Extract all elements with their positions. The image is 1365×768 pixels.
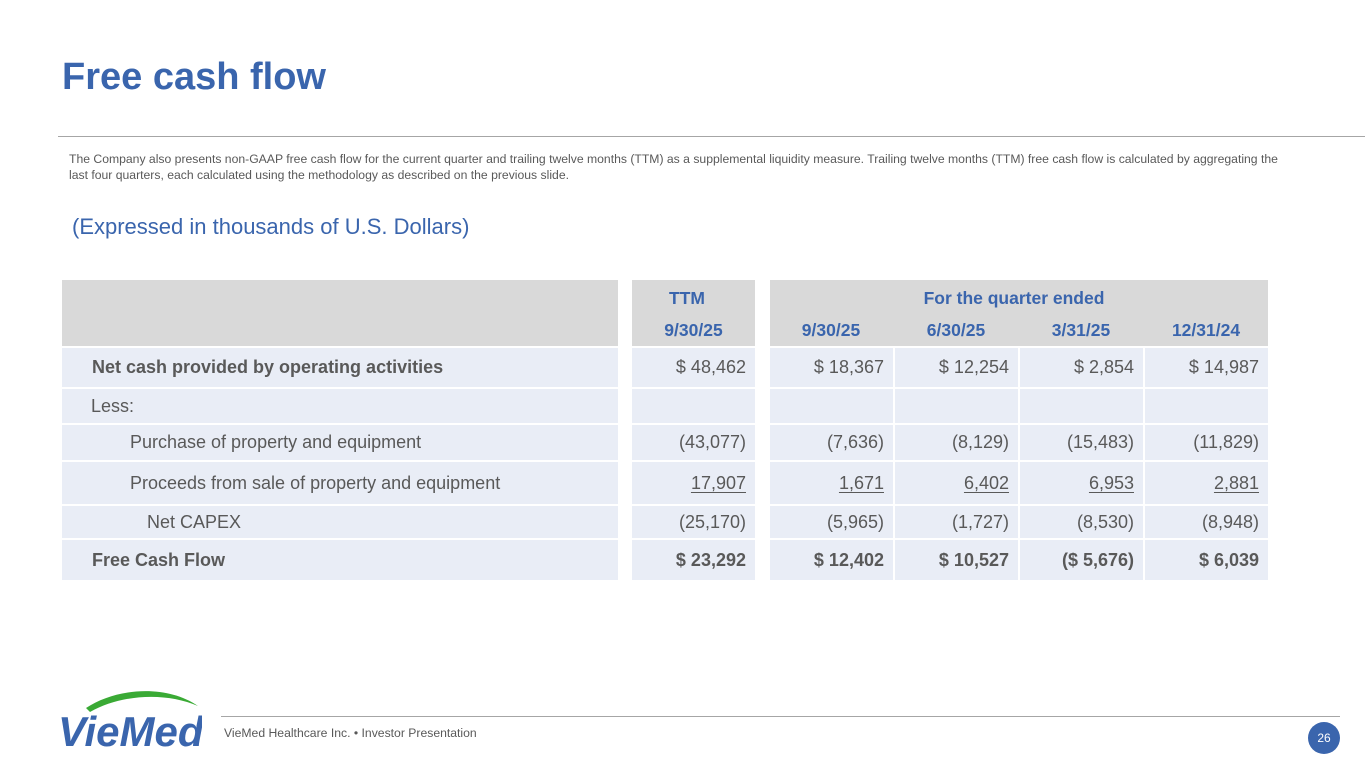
table-cell: $ 6,039 — [1145, 540, 1268, 580]
table-header-label-cell — [62, 280, 618, 346]
table-cell: 6,402 — [963, 473, 1009, 493]
row-label: Purchase of property and equipment — [62, 425, 618, 460]
table-cell: $ 2,854 — [1020, 348, 1143, 387]
table-cell: (7,636) — [770, 425, 893, 460]
table-cell: $ 14,987 — [1145, 348, 1268, 387]
row-label: Less: — [62, 389, 618, 423]
row-label: Net CAPEX — [62, 506, 618, 538]
logo-wordmark: VieMed — [58, 708, 202, 750]
column-header: 12/31/24 — [1171, 320, 1241, 340]
table-cell: $ 23,292 — [632, 540, 755, 580]
intro-paragraph: The Company also presents non-GAAP free … — [69, 152, 1278, 182]
table-cell: 1,671 — [838, 473, 884, 493]
table-cell: (1,727) — [895, 506, 1018, 538]
footer-company: VieMed Healthcare Inc. — [224, 726, 351, 740]
table-cell: (43,077) — [632, 425, 755, 460]
page-title: Free cash flow — [62, 56, 326, 98]
column-header: 3/31/25 — [1051, 320, 1111, 340]
row-label: Free Cash Flow — [62, 540, 618, 580]
table-cell: $ 12,254 — [895, 348, 1018, 387]
footer-caption: VieMed Healthcare Inc. • Investor Presen… — [224, 726, 477, 740]
footer-divider — [221, 716, 1340, 717]
table-cell: $ 18,367 — [770, 348, 893, 387]
row-label: Proceeds from sale of property and equip… — [62, 462, 618, 504]
table-cell: (8,129) — [895, 425, 1018, 460]
table-cell: $ 12,402 — [770, 540, 893, 580]
table-cell: 17,907 — [690, 473, 746, 493]
column-header: 9/30/25 — [801, 320, 861, 340]
table-cell: 6,953 — [1088, 473, 1134, 493]
table-cell: (11,829) — [1145, 425, 1268, 460]
table-cell — [895, 389, 1018, 423]
table-cell: (8,530) — [1020, 506, 1143, 538]
quarter-group-header: For the quarter ended — [923, 288, 1105, 308]
table-cell: $ 10,527 — [895, 540, 1018, 580]
table-header-quarters: For the quarter ended 9/30/25 6/30/25 3/… — [770, 280, 1268, 346]
viemed-logo: VieMed — [58, 691, 202, 750]
column-header: 6/30/25 — [926, 320, 986, 340]
table-cell: (15,483) — [1020, 425, 1143, 460]
table-cell: (5,965) — [770, 506, 893, 538]
table-cell: (8,948) — [1145, 506, 1268, 538]
table-cell: $ 48,462 — [632, 348, 755, 387]
table-cell: ($ 5,676) — [1020, 540, 1143, 580]
table-cell — [632, 389, 755, 423]
table-cell: 2,881 — [1213, 473, 1259, 493]
table-cell — [1020, 389, 1143, 423]
ttm-group-header: TTM — [669, 288, 705, 308]
column-header: 9/30/25 — [664, 320, 723, 340]
table-cell: (25,170) — [632, 506, 755, 538]
units-note: (Expressed in thousands of U.S. Dollars) — [72, 214, 470, 239]
row-label: Net cash provided by operating activitie… — [62, 348, 618, 387]
title-divider — [58, 136, 1365, 137]
table-header-ttm: TTM 9/30/25 — [632, 280, 755, 346]
footer-document: Investor Presentation — [361, 726, 477, 740]
page-number-badge: 26 — [1308, 722, 1340, 754]
table-cell — [770, 389, 893, 423]
table-cell — [1145, 389, 1268, 423]
footer-separator: • — [353, 726, 359, 740]
